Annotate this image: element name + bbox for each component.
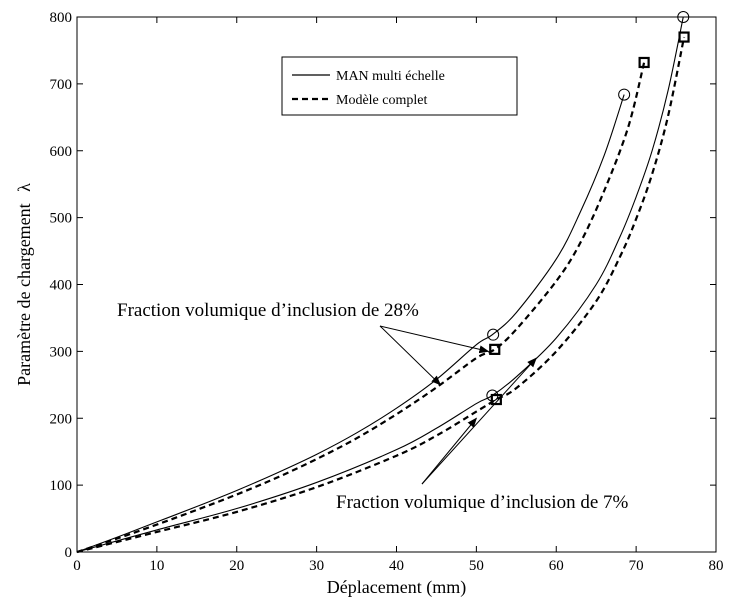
series-line-man-multi-echelle-7pct xyxy=(76,16,684,553)
y-tick-label: 600 xyxy=(50,144,73,160)
y-tick-label: 0 xyxy=(65,545,73,561)
annotation-7-percent: Fraction volumique d’inclusion de 7% xyxy=(336,492,629,513)
square-marker xyxy=(638,56,650,69)
x-tick-label: 70 xyxy=(629,558,644,574)
y-tick-label: 500 xyxy=(50,211,73,227)
x-tick-label: 50 xyxy=(469,558,484,574)
square-marker xyxy=(678,31,690,43)
annotation-arrow xyxy=(379,325,442,386)
series-line-modele-complet-7pct xyxy=(76,36,686,554)
x-tick-label: 10 xyxy=(149,558,164,574)
x-tick-label: 20 xyxy=(229,558,244,574)
x-tick-label: 40 xyxy=(389,558,404,574)
legend-box xyxy=(281,56,518,116)
annotation-28-percent: Fraction volumique d’inclusion de 28% xyxy=(117,300,419,321)
tick-layer: 0 10 20 30 40 50 60 70 8001002003004005006007008… xyxy=(50,10,724,574)
square-marker xyxy=(489,343,501,355)
annotation-layer xyxy=(379,325,537,485)
circle-marker xyxy=(618,88,631,101)
y-tick-label: 400 xyxy=(50,278,73,294)
y-tick-label: 800 xyxy=(50,10,73,26)
legend-entry-man-multi-echelle: MAN multi échelle xyxy=(336,69,445,84)
y-axis-label-symbol: λ xyxy=(14,183,34,192)
series-line-modele-complet-28pct xyxy=(76,62,646,554)
x-axis-label: Déplacement (mm) xyxy=(327,577,466,598)
x-tick-label: 60 xyxy=(549,558,564,574)
y-tick-label: 100 xyxy=(50,478,73,494)
legend-entry-modele-complet: Modèle complet xyxy=(336,93,427,108)
x-tick-label: 0 xyxy=(73,558,81,574)
series-layer xyxy=(76,16,686,554)
x-tick-label: 30 xyxy=(309,558,324,574)
annotation-arrow xyxy=(421,357,537,485)
circle-marker xyxy=(487,328,500,341)
legend: MAN multi échelle Modèle complet xyxy=(281,56,518,116)
y-tick-label: 700 xyxy=(50,77,73,93)
x-tick-label: 80 xyxy=(709,558,724,574)
y-axis-label-text: Paramètre de chargement xyxy=(14,203,34,386)
y-tick-label: 300 xyxy=(50,344,73,360)
annotation-arrow xyxy=(379,325,490,354)
square-marker xyxy=(490,393,502,406)
y-axis-label: Paramètre de chargement λ xyxy=(14,183,34,386)
annotation-arrow xyxy=(421,417,478,485)
series-line-man-multi-echelle-28pct xyxy=(76,94,625,553)
y-tick-label: 200 xyxy=(50,411,73,427)
